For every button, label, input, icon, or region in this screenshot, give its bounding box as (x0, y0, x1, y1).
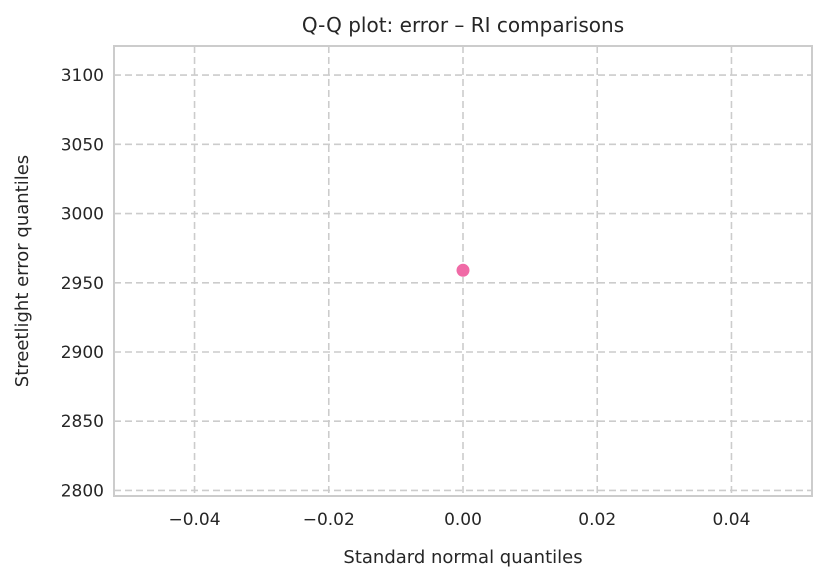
y-tick-label: 2950 (61, 274, 104, 294)
x-tick-label: 0.04 (713, 510, 751, 530)
y-tick-label: 2900 (61, 343, 104, 363)
y-tick-label: 3100 (61, 66, 104, 86)
x-tick-label: −0.04 (168, 510, 220, 530)
data-points (456, 263, 470, 277)
plot-frame (113, 45, 813, 497)
grid-lines (114, 46, 812, 496)
y-axis-label: Streetlight error quantiles (12, 155, 33, 387)
y-tick-label: 3050 (61, 135, 104, 155)
y-tick-label: 2850 (61, 412, 104, 432)
x-tick-label: −0.02 (303, 510, 355, 530)
x-axis-label: Standard normal quantiles (343, 547, 582, 568)
x-tick-label: 0.00 (444, 510, 482, 530)
y-tick-labels: 2800 2850 2900 2950 3000 3050 3100 (61, 66, 104, 501)
y-tick-label: 2800 (61, 481, 104, 501)
x-tick-label: 0.02 (578, 510, 616, 530)
x-tick-labels: −0.04 −0.02 0.00 0.02 0.04 (168, 510, 750, 530)
y-tick-label: 3000 (61, 205, 104, 225)
chart-title: Q-Q plot: error – RI comparisons (302, 13, 624, 37)
data-point (456, 263, 470, 277)
